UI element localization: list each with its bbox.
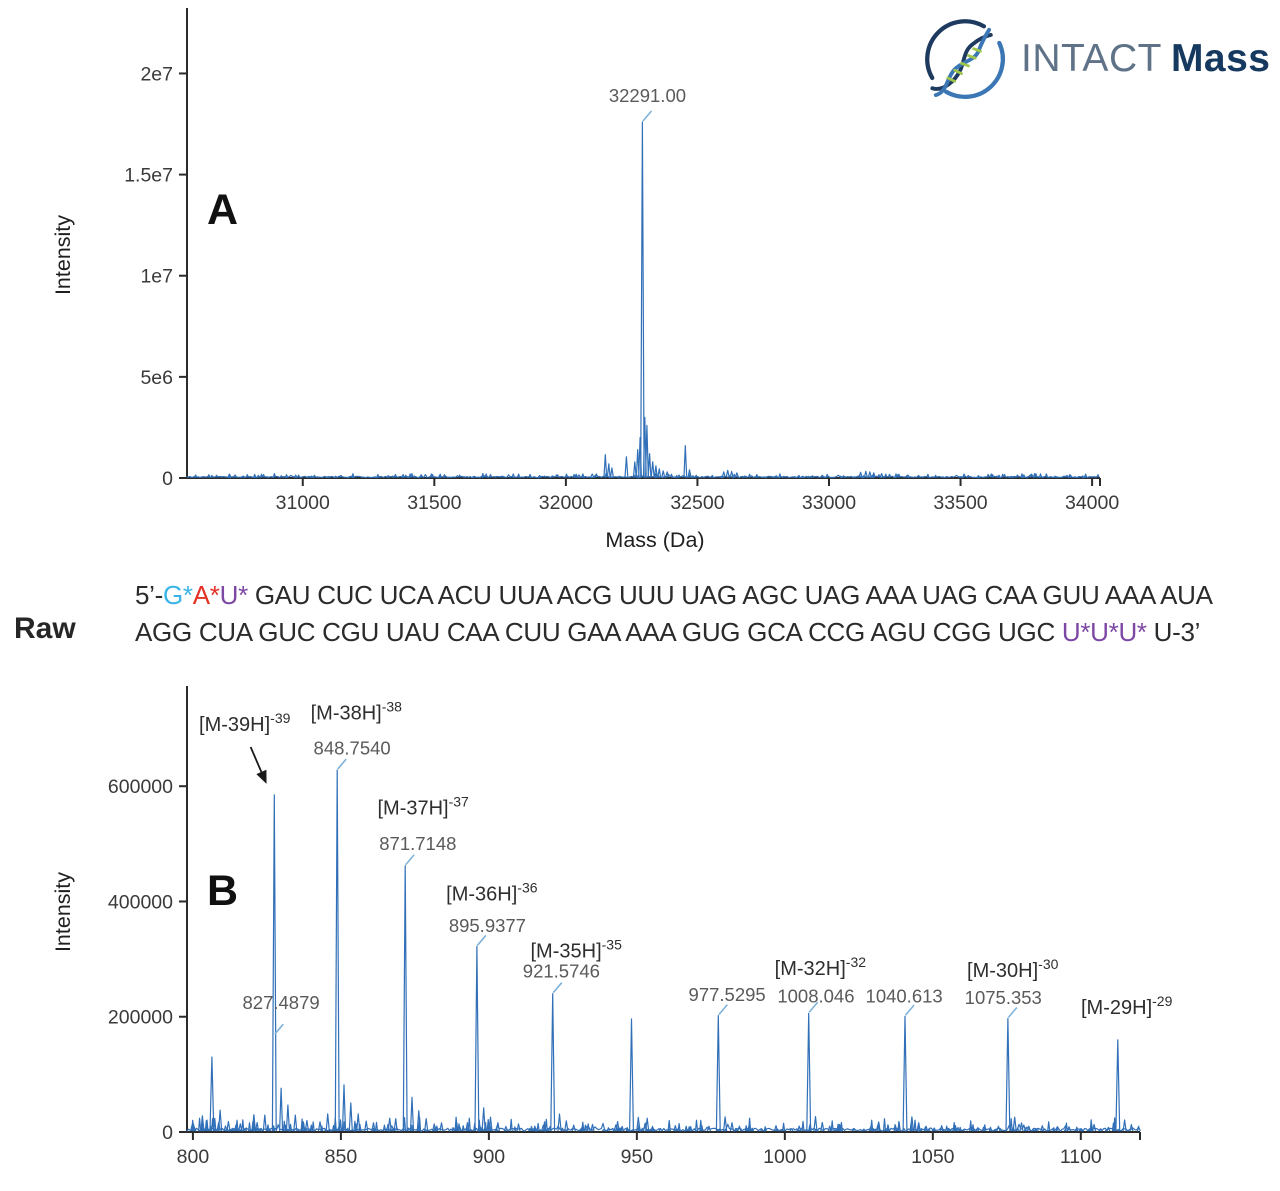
x-tick-label: 32500: [670, 492, 724, 514]
y-tick-label: 1.5e7: [124, 165, 173, 187]
peak-mass-label: 1040.613: [866, 985, 943, 1006]
x-tick-label: 1000: [763, 1146, 807, 1168]
x-tick-label: 1050: [911, 1146, 955, 1168]
y-tick-label: 5e6: [140, 367, 173, 389]
seq-5prime: 5’-: [135, 580, 163, 610]
y-tick-label: 600000: [108, 776, 173, 798]
x-tick-label: 1100: [1060, 1146, 1102, 1168]
sequence-line-1: 5’-G*A*U* GAU CUC UCA ACU UUA ACG UUU UA…: [135, 577, 1265, 614]
brand-second-word: Mass: [1170, 37, 1271, 80]
helix-rungs: [946, 47, 982, 83]
arrowhead: [256, 769, 267, 784]
charge-state-label: [M-29H]-29: [1081, 993, 1173, 1019]
spectrum-trace: [186, 121, 1100, 479]
y-tick-label: 400000: [108, 891, 173, 913]
seq-line2-body: AGG CUA GUC CGU UAU CAA CUU GAA AAA GUG …: [135, 617, 1062, 647]
peak-label-tick: [808, 1001, 819, 1013]
peak-mass-label: 977.5295: [689, 984, 766, 1005]
sequence-line-2: AGG CUA GUC CGU UAU CAA CUU GAA AAA GUG …: [135, 614, 1265, 651]
peak-label-tick: [405, 854, 415, 866]
rna-sequence: 5’-G*A*U* GAU CUC UCA ACU UUA ACG UUU UA…: [135, 577, 1265, 651]
y-tick-label: 2e7: [140, 63, 173, 85]
x-tick-label: 33500: [933, 492, 987, 514]
peak-label-tick: [552, 982, 563, 994]
x-tick-label: 950: [621, 1146, 654, 1168]
panel-label: B: [207, 867, 238, 915]
peak-label-tick: [904, 1004, 915, 1016]
peak-label-tick: [476, 934, 487, 946]
x-tick-label: 32000: [539, 492, 593, 514]
seq-mod-u: U*: [219, 580, 249, 610]
seq-line1-body: GAU CUC UCA ACU UUA ACG UUU UAG AGC UAG …: [247, 580, 1213, 610]
brand-name: INTACT Mass: [1021, 37, 1271, 81]
peak-label-tick: [1007, 1006, 1018, 1018]
peak-mass-label: 32291.00: [609, 85, 686, 106]
x-axis-title: Mass (Da): [605, 528, 704, 552]
y-tick-label: 1e7: [140, 266, 173, 288]
peak-label-tick: [718, 1004, 728, 1016]
seq-3prime: U-3’: [1146, 617, 1201, 647]
charge-state-label: [M-37H]-37: [377, 793, 469, 819]
peak-mass-label: 1008.046: [777, 985, 854, 1006]
x-tick-label: 31500: [407, 492, 461, 514]
peak-mass-label: 871.7148: [379, 833, 456, 854]
peak-label-tick: [274, 1023, 284, 1035]
x-tick-label: 33000: [802, 492, 856, 514]
y-axis-title: Intensity: [51, 872, 75, 952]
panel-label: A: [207, 186, 238, 234]
x-tick-label: 31000: [276, 492, 330, 514]
x-tick-label: 34000: [1065, 492, 1119, 514]
dna-helix-logo-icon: [925, 19, 1005, 99]
peak-mass-label: 895.9377: [449, 915, 526, 936]
charge-state-label: [M-35H]-35: [531, 936, 623, 962]
seq-mod-uuu: U*U*U*: [1061, 617, 1147, 647]
raw-label: Raw: [14, 612, 76, 645]
peak-label-tick: [337, 758, 347, 770]
spectrum-trace: [186, 769, 1141, 1132]
y-tick-label: 0: [162, 468, 173, 490]
peak-mass-label: 921.5746: [523, 961, 600, 982]
intact-mass-logo: INTACT Mass: [922, 16, 1271, 102]
peak-mass-label: 848.7540: [314, 738, 391, 759]
charge-state-label: [M-38H]-38: [311, 698, 403, 724]
peak-mass-label: 1075.353: [965, 987, 1042, 1008]
spectrum-chart-b: 800 850 900 950 1000 1050 1100 0 200000 400000 600…: [51, 686, 1173, 1168]
seq-mod-g: G*: [163, 580, 193, 610]
charge-state-label: [M-32H]-32: [775, 954, 867, 980]
y-tick-label: 0: [162, 1122, 173, 1144]
brand-first-word: INTACT: [1021, 37, 1162, 80]
charge-state-label: [M-39H]-39: [199, 710, 291, 736]
peak-label-tick: [642, 110, 653, 122]
spectrum-chart-a: 31000 31500 32000 32500 33000 33500 34000 0 5e6 1…: [51, 8, 1119, 552]
x-tick-label: 850: [325, 1146, 358, 1168]
x-tick-label: 900: [473, 1146, 506, 1168]
peak-mass-label: 827.4879: [243, 992, 320, 1013]
x-tick-label: 800: [177, 1146, 210, 1168]
y-tick-label: 200000: [108, 1007, 173, 1029]
y-axis-title: Intensity: [51, 215, 75, 295]
seq-mod-a: A*: [192, 580, 220, 610]
charge-state-label: [M-36H]-36: [446, 879, 538, 905]
charge-state-label: [M-30H]-30: [967, 956, 1059, 982]
